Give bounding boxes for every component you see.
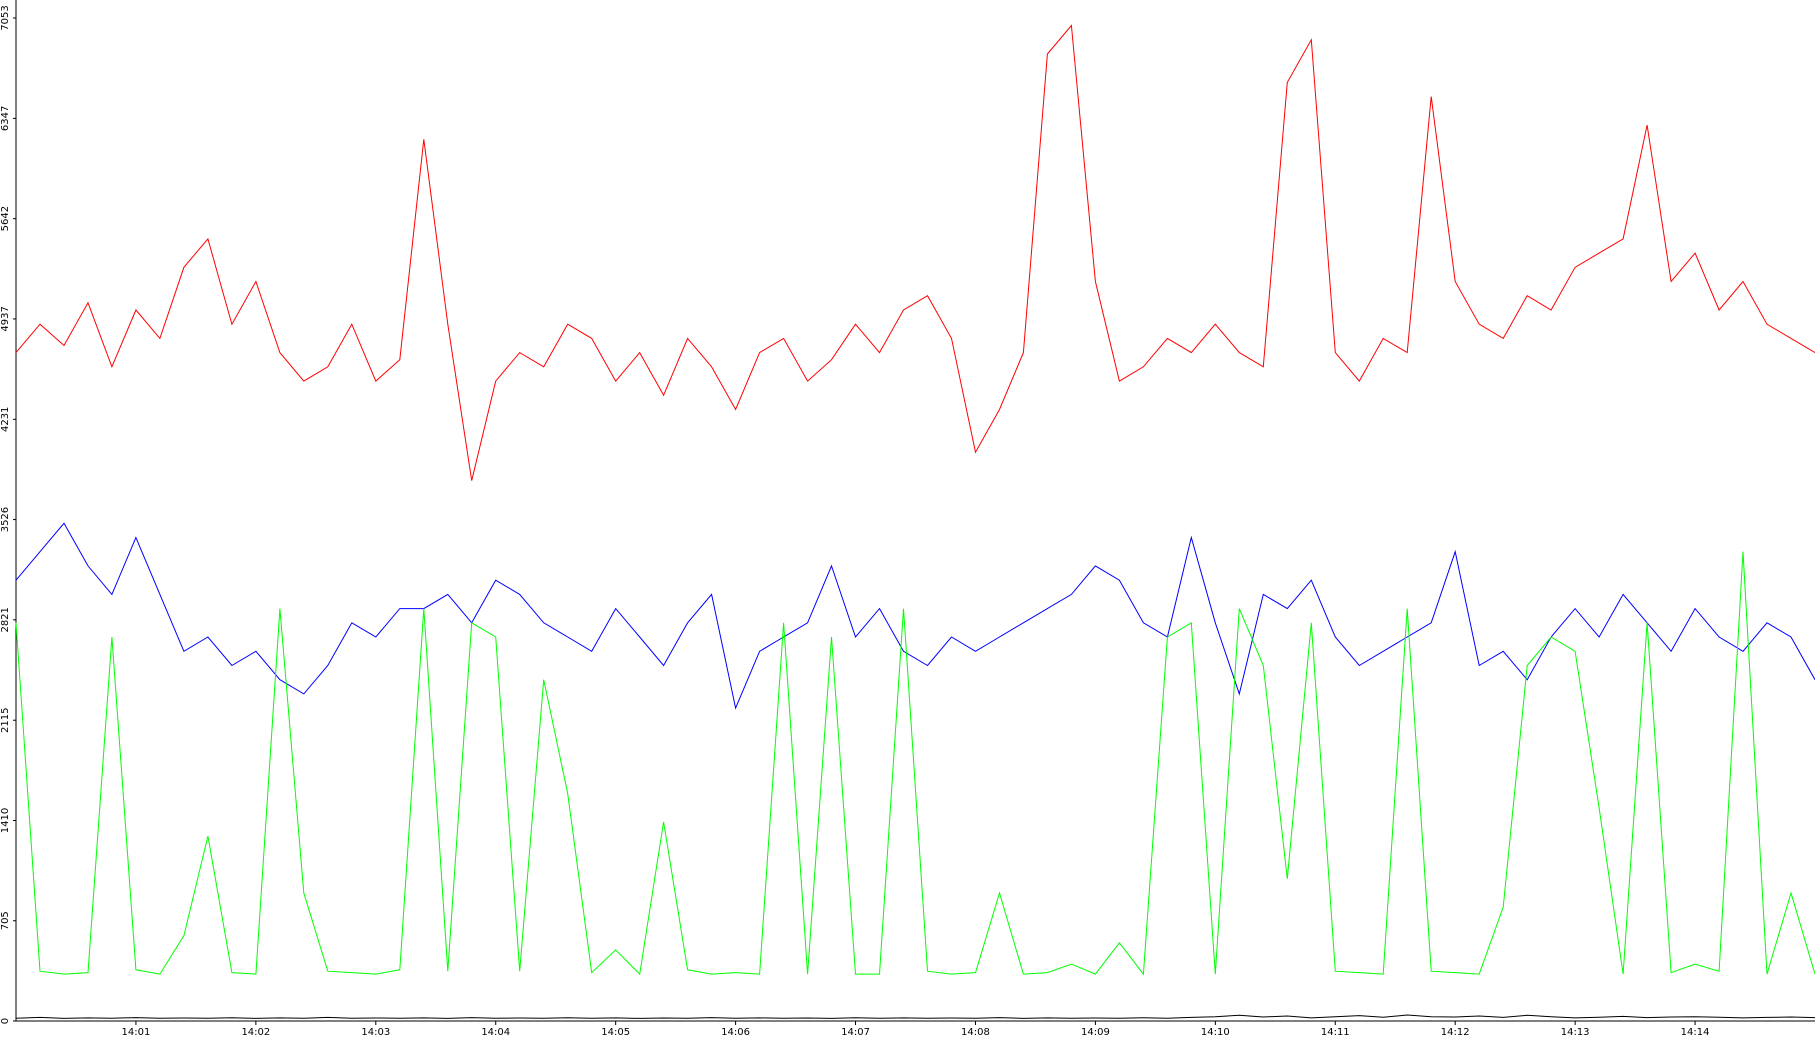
y-tick-label: 3526 [0, 507, 11, 532]
x-tick-label: 14:01 [122, 1027, 151, 1038]
x-tick-label: 14:11 [1321, 1027, 1350, 1038]
x-tick-label: 14:09 [1081, 1027, 1110, 1038]
y-tick-label: 1410 [0, 808, 11, 833]
x-tick-label: 14:12 [1441, 1027, 1470, 1038]
x-tick-label: 14:13 [1561, 1027, 1590, 1038]
y-tick-label: 4231 [0, 407, 11, 432]
series-line [15, 1014, 1815, 1019]
series-line [15, 522, 1815, 710]
x-tick-label: 14:07 [841, 1027, 870, 1038]
y-tick-label: 6347 [0, 106, 11, 131]
y-tick-label: 2821 [0, 607, 11, 632]
y-tick-label: 7053 [0, 5, 11, 30]
x-tick-label: 14:06 [721, 1027, 750, 1038]
series-line [15, 551, 1815, 976]
x-tick-label: 14:10 [1201, 1027, 1230, 1038]
y-tick-label: 705 [0, 911, 11, 930]
x-tick-label: 14:03 [361, 1027, 390, 1038]
series-line [15, 24, 1815, 481]
x-tick-label: 14:05 [601, 1027, 630, 1038]
y-tick-label: 2115 [0, 708, 11, 733]
x-tick-label: 14:08 [961, 1027, 990, 1038]
x-tick-label: 14:14 [1681, 1027, 1710, 1038]
y-tick-label: 0 [0, 1018, 11, 1024]
y-tick-label: 5642 [0, 206, 11, 231]
x-tick-label: 14:02 [241, 1027, 270, 1038]
y-tick-label: 4937 [0, 306, 11, 331]
x-tick-label: 14:04 [481, 1027, 510, 1038]
